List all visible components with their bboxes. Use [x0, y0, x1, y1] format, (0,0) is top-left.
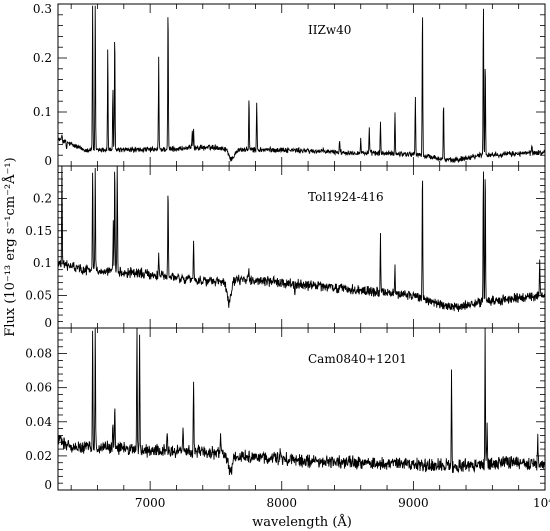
y-tick-label: 0.08: [25, 347, 52, 361]
x-tick-label: 10⁴: [533, 496, 550, 510]
spectra-panels: 0 0.1 0.2 0.3 IIZw40 0 0.05 0.1 0.15 0.2 Tol1924-4…: [25, 2, 550, 510]
y-tick-label: 0.1: [33, 256, 52, 270]
y-tick-label: 0.04: [25, 415, 52, 429]
x-axis-title: wavelength (Å): [252, 514, 352, 530]
y-tick-label: 0.02: [25, 449, 52, 463]
spectrum-trace: [58, 5, 545, 164]
spectrum-panel: 0 0.02 0.04 0.06 0.08 Cam0840+1201 7000 8000 900…: [25, 327, 550, 510]
panel-frame: [57, 327, 546, 491]
spectrum-panel: 0 0.1 0.2 0.3 IIZw40: [33, 2, 546, 168]
x-tick-label: 9000: [398, 496, 429, 510]
panel-object-label: IIZw40: [308, 23, 351, 37]
y-tick-label: 0.1: [33, 105, 52, 119]
y-tick-label: 0.2: [33, 191, 52, 205]
y-tick-label: 0.2: [33, 51, 52, 65]
y-tick-label: 0: [44, 478, 52, 492]
y-tick-label: 0.05: [25, 289, 52, 303]
y-tick-label: 0: [44, 154, 52, 168]
y-tick-label: 0.3: [33, 2, 52, 16]
spectrum-trace: [58, 166, 545, 312]
y-tick-label: 0.15: [25, 224, 52, 238]
x-tick-label: 8000: [266, 496, 297, 510]
spectrum-trace: [58, 328, 545, 476]
panel-object-label: Cam0840+1201: [308, 352, 407, 366]
spectrum-panel: 0 0.05 0.1 0.15 0.2 Tol1924-416: [25, 165, 546, 330]
panel-object-label: Tol1924-416: [308, 190, 384, 204]
x-tick-label: 7000: [135, 496, 166, 510]
y-tick-label: 0.06: [25, 381, 52, 395]
y-axis-title: Flux (10⁻¹³ erg s⁻¹cm⁻²Å⁻¹): [2, 157, 18, 336]
y-tick-label: 0: [44, 316, 52, 330]
panel-frame: [57, 3, 546, 167]
